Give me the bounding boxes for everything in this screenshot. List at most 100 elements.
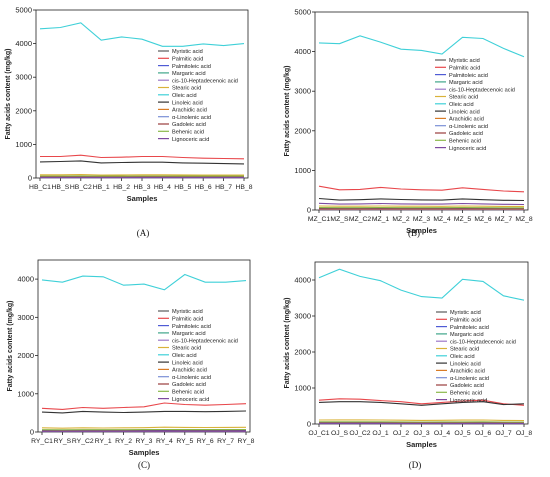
y-tick-label: 1000 [15,140,32,149]
legend-label: Stearic acid [450,347,479,353]
x-tick-label: OJ_7 [495,430,511,437]
y-tick-label: 2000 [294,348,311,357]
legend-label: Palmitic acid [449,66,480,72]
x-tick-label: MZ_8 [515,216,533,223]
legend-label: α-Linolenic acid [449,124,488,130]
panel-caption: (A) [137,228,150,238]
legend-label: Behenic acid [172,130,204,136]
x-tick-label: OJ_6 [475,430,491,437]
x-tick-label: MZ_5 [454,216,472,223]
legend-label: Myristic acid [172,309,203,315]
legend-label: Linoleic acid [172,360,203,366]
y-tick-label: 4000 [294,47,311,56]
legend-label: α-Linolenic acid [172,115,211,121]
legend-label: Myristic acid [449,58,480,64]
x-tick-label: RY_C2 [72,438,94,445]
x-tick-label: MZ_C2 [349,216,372,223]
legend-label: Stearic acid [172,346,201,352]
x-tick-label: RY_4 [156,438,173,445]
y-tick-label: 0 [307,206,311,215]
y-tick-label: 0 [307,420,311,429]
plot-frame [37,259,251,433]
legend-label: Behenic acid [172,390,204,396]
x-tick-label: HB_C1 [29,184,51,191]
x-axis-title: Samples [406,440,437,449]
x-axis-title: Samples [127,194,158,203]
x-tick-label: OJ_8 [516,430,532,437]
plot-frame [35,9,249,179]
legend-label: α-Linolenic acid [450,376,489,382]
y-tick-label: 5000 [294,8,311,17]
legend-label: Linoleic acid [449,109,480,115]
legend-label: Myristic acid [450,310,481,316]
legend-label: Gadoleic acid [449,131,483,137]
legend-label: Palmitoleic acid [450,325,489,331]
x-tick-label: OJ_1 [372,430,388,437]
series-line [318,202,525,206]
y-tick-label: 1000 [294,166,311,175]
y-axis-title: Fatty acids content (mg/kg) [284,297,291,388]
legend-label: Palmitoleic acid [172,64,211,70]
x-tick-label: HB_6 [195,184,212,191]
series-line [318,35,525,58]
legend-label: Palmitic acid [172,57,203,63]
x-tick-label: HB_S [52,184,70,191]
x-tick-label: OJ_3 [413,430,429,437]
x-tick-label: HB_4 [154,184,171,191]
x-tick-label: MZ_1 [372,216,390,223]
legend-label: Myristic acid [172,49,203,55]
chart-panel-3: 0 1000 2000 3000 4000 RY_C1 RY_S RY_C2 RY_1 RY_2 R… [7,259,255,470]
series-line [318,419,525,422]
y-tick-label: 0 [28,174,32,183]
legend-label: Gadoleic acid [172,122,206,128]
x-tick-label: HB_5 [174,184,191,191]
x-tick-label: RY_2 [115,438,132,445]
panel-caption: (C) [138,460,150,470]
x-tick-label: OJ_C1 [308,430,329,437]
legend-label: Palmitic acid [172,317,203,323]
x-axis-title: Samples [129,448,160,457]
plot-frame [314,11,529,211]
legend-label: Oleic acid [449,102,474,108]
legend-label: Gadoleic acid [172,382,206,388]
series-line [39,22,245,47]
legend-label: Linoleic acid [172,100,203,106]
legend-label: α-Linolenic acid [172,375,211,381]
x-tick-label: MZ_6 [474,216,492,223]
x-tick-label: RY_3 [136,438,153,445]
x-tick-label: HB_1 [93,184,110,191]
y-tick-label: 1000 [17,389,34,398]
x-tick-label: HB_3 [133,184,150,191]
series-line [318,401,525,406]
series-line [41,426,247,429]
series-line [41,402,247,410]
x-tick-label: MZ_4 [433,216,451,223]
y-tick-label: 2000 [294,126,311,135]
series-line [318,197,525,202]
legend-label: Margaric acid [450,332,484,338]
y-axis-title: Fatty acids content (mg/kg) [5,48,12,139]
panel-caption: (D) [409,460,422,470]
series-line [40,154,245,160]
legend-label: Lignoceric acid [172,137,209,143]
series-line [41,410,247,414]
x-tick-label: RY_5 [176,438,193,445]
x-tick-label: RY_C1 [31,438,53,445]
y-tick-label: 1000 [294,384,311,393]
legend-label: cis-10-Heptadecenoic acid [172,78,238,84]
x-tick-label: HB_C2 [70,184,92,191]
y-tick-label: 0 [30,428,34,437]
legend-label: Oleic acid [450,354,475,360]
y-tick-label: 4000 [15,39,32,48]
x-tick-label: RY_8 [238,438,255,445]
x-tick-label: OJ_S [331,430,348,437]
x-tick-label: RY_6 [197,438,214,445]
legend-label: Arachidic acid [450,369,485,375]
x-tick-label: MZ_C1 [308,216,331,223]
panel-caption: (B) [408,228,420,238]
x-tick-label: MZ_3 [413,216,431,223]
y-axis-title: Fatty acids content (mg/kg) [7,300,14,391]
series-line [318,268,525,301]
